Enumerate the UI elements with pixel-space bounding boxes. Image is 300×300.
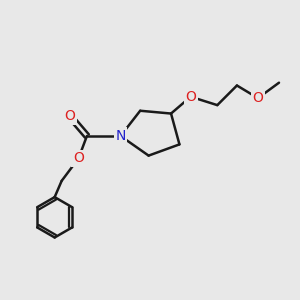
Text: O: O <box>253 91 263 105</box>
Text: N: N <box>116 129 126 143</box>
Text: O: O <box>64 109 76 123</box>
Text: O: O <box>73 152 84 165</box>
Text: O: O <box>185 90 196 104</box>
